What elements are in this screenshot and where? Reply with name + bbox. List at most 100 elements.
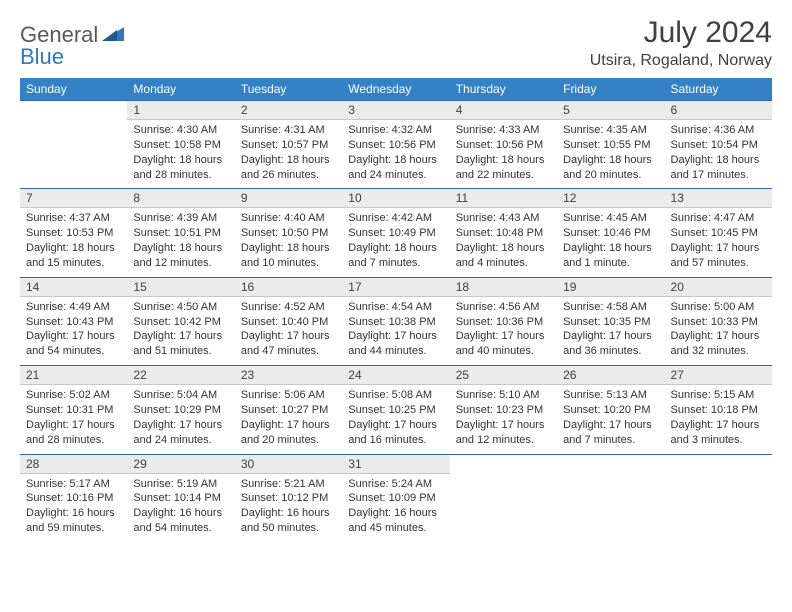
- day-body: Sunrise: 5:04 AMSunset: 10:29 PMDaylight…: [127, 385, 234, 453]
- day-number-blank: [665, 454, 772, 473]
- day-number: 3: [342, 100, 449, 120]
- calendar-table: SundayMondayTuesdayWednesdayThursdayFrid…: [20, 78, 772, 542]
- day-number: 28: [20, 454, 127, 474]
- sunrise-text: Sunrise: 5:13 AM: [563, 388, 658, 403]
- sunset-text: Sunset: 10:35 PM: [563, 315, 658, 330]
- sunset-text: Sunset: 10:54 PM: [671, 138, 766, 153]
- day-number: 1: [127, 100, 234, 120]
- sunrise-text: Sunrise: 4:32 AM: [348, 123, 443, 138]
- sunrise-text: Sunrise: 4:47 AM: [671, 211, 766, 226]
- calendar-cell: 20Sunrise: 5:00 AMSunset: 10:33 PMDaylig…: [665, 277, 772, 365]
- day-body: Sunrise: 4:36 AMSunset: 10:54 PMDaylight…: [665, 120, 772, 188]
- day-body: Sunrise: 4:45 AMSunset: 10:46 PMDaylight…: [557, 208, 664, 276]
- daylight-text: Daylight: 18 hours and 20 minutes.: [563, 153, 658, 183]
- weekday-header-row: SundayMondayTuesdayWednesdayThursdayFrid…: [20, 78, 772, 100]
- calendar-cell: [557, 454, 664, 542]
- day-body: Sunrise: 5:06 AMSunset: 10:27 PMDaylight…: [235, 385, 342, 453]
- day-number: 21: [20, 365, 127, 385]
- day-body: Sunrise: 4:40 AMSunset: 10:50 PMDaylight…: [235, 208, 342, 276]
- day-body: Sunrise: 5:10 AMSunset: 10:23 PMDaylight…: [450, 385, 557, 453]
- sunrise-text: Sunrise: 4:58 AM: [563, 300, 658, 315]
- sunset-text: Sunset: 10:50 PM: [241, 226, 336, 241]
- calendar-cell: 29Sunrise: 5:19 AMSunset: 10:14 PMDaylig…: [127, 454, 234, 542]
- calendar-cell: 9Sunrise: 4:40 AMSunset: 10:50 PMDayligh…: [235, 188, 342, 276]
- day-body: Sunrise: 4:39 AMSunset: 10:51 PMDaylight…: [127, 208, 234, 276]
- daylight-text: Daylight: 18 hours and 12 minutes.: [133, 241, 228, 271]
- calendar-cell: 10Sunrise: 4:42 AMSunset: 10:49 PMDaylig…: [342, 188, 449, 276]
- sunset-text: Sunset: 10:56 PM: [456, 138, 551, 153]
- sunset-text: Sunset: 10:46 PM: [563, 226, 658, 241]
- day-number: 22: [127, 365, 234, 385]
- day-number: 10: [342, 188, 449, 208]
- calendar-week-row: 1 Sunrise: 4:30 AMSunset: 10:58 PM Dayligh…: [20, 100, 772, 188]
- calendar-week-row: 7Sunrise: 4:37 AMSunset: 10:53 PMDayligh…: [20, 188, 772, 276]
- sunset-text: Sunset: 10:49 PM: [348, 226, 443, 241]
- day-number: 20: [665, 277, 772, 297]
- sunset-text: Sunset: 10:09 PM: [348, 491, 443, 506]
- day-number: 18: [450, 277, 557, 297]
- daylight-text: Daylight: 18 hours and 22 minutes.: [456, 153, 551, 183]
- day-body: Sunrise: 4:49 AMSunset: 10:43 PMDaylight…: [20, 297, 127, 365]
- day-number: 30: [235, 454, 342, 474]
- day-body: Sunrise: 4:58 AMSunset: 10:35 PMDaylight…: [557, 297, 664, 365]
- day-body: Sunrise: 4:42 AMSunset: 10:49 PMDaylight…: [342, 208, 449, 276]
- sunrise-text: Sunrise: 5:04 AM: [133, 388, 228, 403]
- sunset-text: Sunset: 10:18 PM: [671, 403, 766, 418]
- day-number: 13: [665, 188, 772, 208]
- calendar-cell: 12Sunrise: 4:45 AMSunset: 10:46 PMDaylig…: [557, 188, 664, 276]
- sunrise-text: Sunrise: 5:21 AM: [241, 477, 336, 492]
- daylight-text: Daylight: 17 hours and 47 minutes.: [241, 329, 336, 359]
- day-body: Sunrise: 5:19 AMSunset: 10:14 PMDaylight…: [127, 474, 234, 542]
- calendar-cell: 24Sunrise: 5:08 AMSunset: 10:25 PMDaylig…: [342, 365, 449, 453]
- day-number: 5: [557, 100, 664, 120]
- day-number: 12: [557, 188, 664, 208]
- sunrise-text: Sunrise: 5:02 AM: [26, 388, 121, 403]
- sunrise-text: Sunrise: 5:17 AM: [26, 477, 121, 492]
- calendar-cell: 16Sunrise: 4:52 AMSunset: 10:40 PMDaylig…: [235, 277, 342, 365]
- sunset-text: Sunset: 10:38 PM: [348, 315, 443, 330]
- sunrise-text: Sunrise: 5:19 AM: [133, 477, 228, 492]
- sunset-text: Sunset: 10:33 PM: [671, 315, 766, 330]
- calendar-cell: 7Sunrise: 4:37 AMSunset: 10:53 PMDayligh…: [20, 188, 127, 276]
- day-body: Sunrise: 5:13 AMSunset: 10:20 PMDaylight…: [557, 385, 664, 453]
- calendar-cell: 21Sunrise: 5:02 AMSunset: 10:31 PMDaylig…: [20, 365, 127, 453]
- calendar-body: 1 Sunrise: 4:30 AMSunset: 10:58 PM Dayligh…: [20, 100, 772, 542]
- day-number: 2: [235, 100, 342, 120]
- sunrise-text: Sunrise: 5:08 AM: [348, 388, 443, 403]
- calendar-cell: 17Sunrise: 4:54 AMSunset: 10:38 PMDaylig…: [342, 277, 449, 365]
- sunrise-text: Sunrise: 5:06 AM: [241, 388, 336, 403]
- sunset-text: Sunset: 10:58 PM: [133, 138, 228, 153]
- daylight-text: Daylight: 17 hours and 51 minutes.: [133, 329, 228, 359]
- daylight-text: Daylight: 18 hours and 17 minutes.: [671, 153, 766, 183]
- calendar-cell: 28Sunrise: 5:17 AMSunset: 10:16 PMDaylig…: [20, 454, 127, 542]
- day-number: 4: [450, 100, 557, 120]
- calendar-cell: 11Sunrise: 4:43 AMSunset: 10:48 PMDaylig…: [450, 188, 557, 276]
- daylight-text: Daylight: 16 hours and 45 minutes.: [348, 506, 443, 536]
- sunset-text: Sunset: 10:57 PM: [241, 138, 336, 153]
- calendar-cell: 14Sunrise: 4:49 AMSunset: 10:43 PMDaylig…: [20, 277, 127, 365]
- day-number-blank: [557, 454, 664, 473]
- day-body: Sunrise: 4:56 AMSunset: 10:36 PMDaylight…: [450, 297, 557, 365]
- day-body: Sunrise: 4:54 AMSunset: 10:38 PMDaylight…: [342, 297, 449, 365]
- daylight-text: Daylight: 17 hours and 28 minutes.: [26, 418, 121, 448]
- sunset-text: Sunset: 10:53 PM: [26, 226, 121, 241]
- day-number: 17: [342, 277, 449, 297]
- sunrise-text: Sunrise: 4:36 AM: [671, 123, 766, 138]
- sunrise-text: Sunrise: 4:56 AM: [456, 300, 551, 315]
- calendar-week-row: 14Sunrise: 4:49 AMSunset: 10:43 PMDaylig…: [20, 277, 772, 365]
- sunset-text: Sunset: 10:14 PM: [133, 491, 228, 506]
- day-number: 16: [235, 277, 342, 297]
- daylight-text: Daylight: 17 hours and 3 minutes.: [671, 418, 766, 448]
- sunrise-text: Sunrise: 4:40 AM: [241, 211, 336, 226]
- day-body: Sunrise: 5:21 AMSunset: 10:12 PMDaylight…: [235, 474, 342, 542]
- day-number-blank: [20, 100, 127, 119]
- weekday-header: Tuesday: [235, 78, 342, 100]
- sunrise-text: Sunrise: 4:52 AM: [241, 300, 336, 315]
- title-block: July 2024 Utsira, Rogaland, Norway: [590, 16, 772, 70]
- sunset-text: Sunset: 10:48 PM: [456, 226, 551, 241]
- sunrise-text: Sunrise: 5:24 AM: [348, 477, 443, 492]
- weekday-header: Wednesday: [342, 78, 449, 100]
- calendar-cell: 3Sunrise: 4:32 AMSunset: 10:56 PMDayligh…: [342, 100, 449, 188]
- sunrise-text: Sunrise: 4:30 AM: [133, 123, 228, 138]
- logo-text-blue: Blue: [20, 44, 64, 69]
